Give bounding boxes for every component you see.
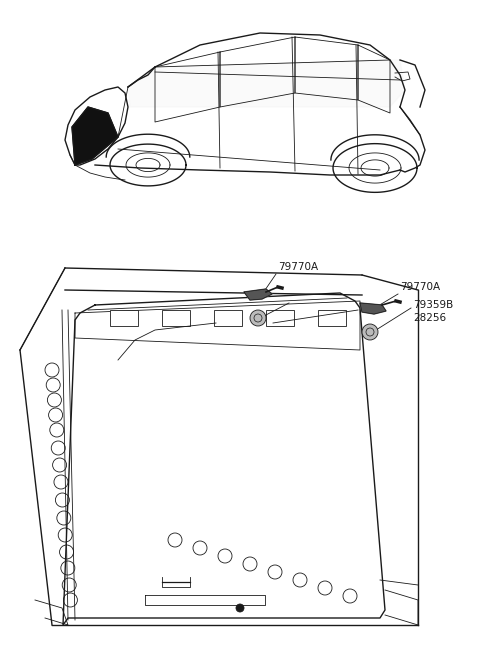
Text: 79770A: 79770A [400,282,440,292]
Text: 79359B: 79359B [413,300,453,310]
Circle shape [362,324,378,340]
Text: 79359B: 79359B [291,295,331,305]
Text: 73700: 73700 [218,315,251,325]
Bar [214,310,242,326]
Circle shape [250,310,266,326]
Bar [266,310,294,326]
Circle shape [236,604,244,612]
Polygon shape [128,60,405,107]
Text: 79770A: 79770A [278,262,318,272]
Text: 28256: 28256 [291,308,324,318]
Polygon shape [244,289,272,300]
Bar [318,310,346,326]
Bar [162,310,190,326]
Bar [110,310,138,326]
Polygon shape [63,293,385,625]
Text: 28256: 28256 [413,313,446,323]
Polygon shape [72,107,118,165]
Polygon shape [360,303,386,314]
